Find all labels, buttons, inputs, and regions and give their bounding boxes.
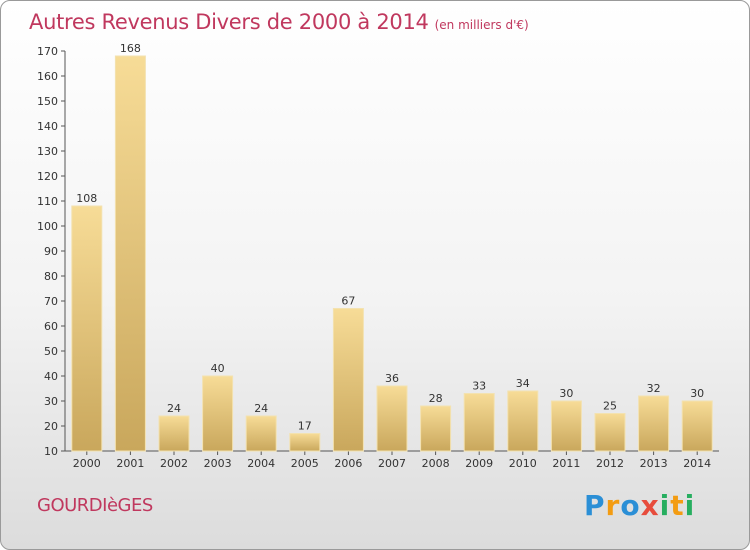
commune-name: GOURDIèGES bbox=[37, 495, 153, 516]
x-tick-label: 2003 bbox=[204, 457, 232, 470]
y-tick-label: 140 bbox=[37, 120, 58, 133]
bar bbox=[638, 395, 670, 452]
y-tick-label: 110 bbox=[37, 195, 58, 208]
data-label: 36 bbox=[385, 372, 399, 385]
data-label: 24 bbox=[167, 402, 181, 415]
x-tick-label: 2011 bbox=[552, 457, 580, 470]
logo-letter: P bbox=[584, 489, 606, 522]
logo-letter: t bbox=[670, 489, 685, 522]
data-label: 40 bbox=[211, 362, 225, 375]
data-label: 28 bbox=[429, 392, 443, 405]
data-label: 24 bbox=[254, 402, 268, 415]
bar bbox=[550, 400, 582, 452]
logo-letter: i bbox=[659, 489, 671, 522]
data-label: 32 bbox=[647, 382, 661, 395]
bar bbox=[420, 405, 452, 452]
bar bbox=[507, 390, 539, 452]
x-tick-label: 2001 bbox=[116, 457, 144, 470]
x-tick-label: 2005 bbox=[291, 457, 319, 470]
bar bbox=[681, 400, 713, 452]
y-tick-label: 90 bbox=[44, 245, 58, 258]
y-tick-label: 170 bbox=[37, 45, 58, 58]
x-tick-label: 2009 bbox=[465, 457, 493, 470]
y-tick-label: 60 bbox=[44, 320, 58, 333]
bar bbox=[158, 415, 190, 452]
x-tick-label: 2006 bbox=[334, 457, 362, 470]
y-tick-label: 150 bbox=[37, 95, 58, 108]
y-tick-label: 160 bbox=[37, 70, 58, 83]
x-tick-label: 2008 bbox=[422, 457, 450, 470]
bar bbox=[376, 385, 408, 452]
logo-letter: r bbox=[605, 489, 621, 522]
data-label: 25 bbox=[603, 400, 617, 413]
y-tick-label: 10 bbox=[44, 445, 58, 458]
x-tick-label: 2010 bbox=[509, 457, 537, 470]
x-tick-label: 2007 bbox=[378, 457, 406, 470]
y-tick-label: 130 bbox=[37, 145, 58, 158]
bar bbox=[463, 393, 495, 452]
y-tick-label: 120 bbox=[37, 170, 58, 183]
y-tick-label: 50 bbox=[44, 345, 58, 358]
bar bbox=[332, 308, 364, 452]
logo-letter: o bbox=[620, 489, 641, 522]
x-tick-label: 2013 bbox=[640, 457, 668, 470]
data-label: 67 bbox=[341, 295, 355, 308]
bar bbox=[202, 375, 234, 452]
chart-unit-note: (en milliers d'€) bbox=[434, 18, 529, 32]
logo-letter: i bbox=[684, 489, 696, 522]
x-tick-label: 2002 bbox=[160, 457, 188, 470]
y-tick-label: 40 bbox=[44, 370, 58, 383]
y-tick-label: 30 bbox=[44, 395, 58, 408]
x-tick-label: 2000 bbox=[73, 457, 101, 470]
x-tick-label: 2012 bbox=[596, 457, 624, 470]
chart-title: Autres Revenus Divers de 2000 à 2014 (en … bbox=[29, 10, 529, 34]
logo-letter: x bbox=[640, 489, 660, 522]
bar bbox=[594, 413, 626, 452]
data-label: 108 bbox=[76, 192, 97, 205]
bar bbox=[114, 55, 146, 452]
proxiti-logo[interactable]: Proxiti bbox=[584, 489, 695, 522]
data-label: 30 bbox=[690, 387, 704, 400]
data-label: 34 bbox=[516, 377, 530, 390]
x-tick-label: 2014 bbox=[683, 457, 711, 470]
data-label: 33 bbox=[472, 380, 486, 393]
y-tick-label: 100 bbox=[37, 220, 58, 233]
y-tick-label: 80 bbox=[44, 270, 58, 283]
bar bbox=[71, 205, 103, 452]
y-tick-label: 70 bbox=[44, 295, 58, 308]
chart-title-text: Autres Revenus Divers de 2000 à 2014 bbox=[29, 10, 429, 34]
data-label: 17 bbox=[298, 420, 312, 433]
data-label: 30 bbox=[559, 387, 573, 400]
bar bbox=[289, 433, 321, 452]
data-label: 168 bbox=[120, 42, 141, 55]
y-tick-label: 20 bbox=[44, 420, 58, 433]
x-tick-label: 2004 bbox=[247, 457, 275, 470]
bar bbox=[245, 415, 277, 452]
